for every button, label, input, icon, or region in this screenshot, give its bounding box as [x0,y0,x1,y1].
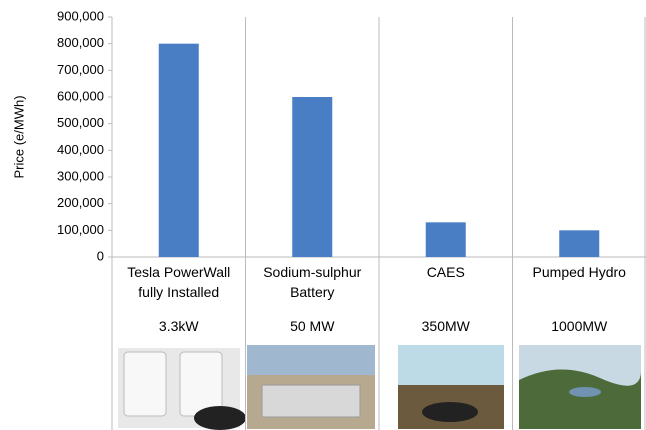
y-tick-label: 800,000 [57,35,104,50]
y-tick-label: 600,000 [57,88,104,103]
photo-caes-cavern [422,402,478,422]
capacity-label: 350MW [421,318,470,334]
capacity-label: 50 MW [290,318,335,334]
photo-powerwall-unit [123,351,167,417]
capacity-label: 1000MW [551,318,608,334]
y-tick-label: 500,000 [57,115,104,130]
photo-batteries [261,384,361,418]
y-tick-label: 0 [97,248,104,263]
y-tick-label: 100,000 [57,222,104,237]
y-tick-label: 400,000 [57,142,104,157]
y-tick-label: 300,000 [57,168,104,183]
bar [292,97,333,257]
photos [118,345,641,430]
y-tick-label: 700,000 [57,62,104,77]
photo-hills [519,369,641,429]
photo-car [194,406,246,430]
x-tick-label: CAES [426,264,465,280]
x-tick-label: Sodium-sulphur Battery [263,264,362,300]
capacity-label: 3.3kW [158,318,199,334]
photo-reservoir [569,387,601,397]
x-tick-label: Tesla PowerWall fully Installed [127,264,231,300]
y-tick-label: 900,000 [57,8,104,23]
bar [559,230,600,257]
bar [158,43,199,257]
bar [425,222,466,257]
y-tick-label: 200,000 [57,195,104,210]
y-axis-label: Price (e/MWh) [11,95,26,178]
x-tick-label: Pumped Hydro [532,264,626,280]
